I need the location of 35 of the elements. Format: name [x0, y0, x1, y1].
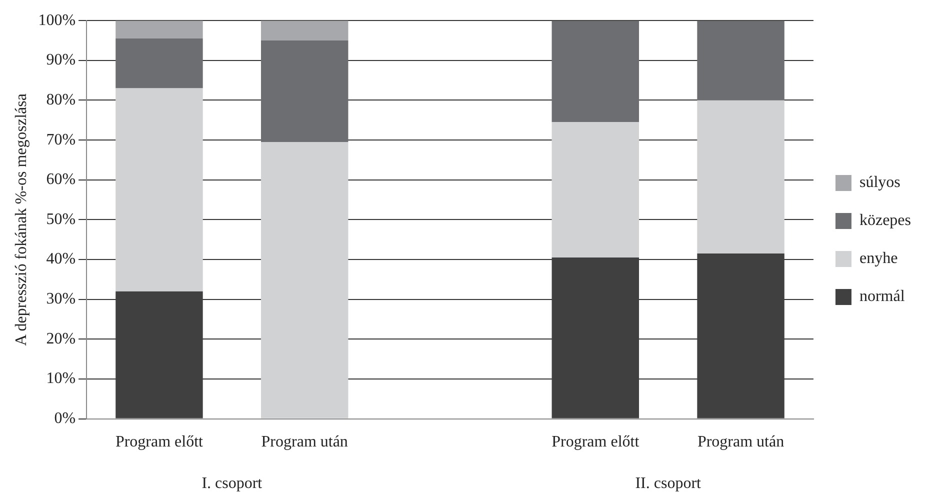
x-tick-label: Program előtt	[552, 434, 640, 451]
x-tick-label: Program előtt	[115, 434, 204, 451]
y-tick-label: 90%	[46, 52, 76, 69]
bar	[260, 142, 348, 418]
y-tick-label: 100%	[38, 12, 76, 29]
bar	[116, 20, 203, 39]
bar	[116, 38, 203, 88]
legend-label: normál	[859, 288, 906, 306]
text: I. csoport	[202, 475, 263, 492]
bar	[697, 100, 784, 254]
bar	[552, 20, 640, 122]
y-tick-label: 40%	[46, 250, 76, 268]
y-tick-label: 60%	[46, 171, 76, 188]
bar	[116, 291, 203, 418]
bar	[552, 258, 640, 418]
x-tick-label: Program után	[697, 434, 784, 451]
bar	[116, 88, 203, 292]
legend-label: közepes	[859, 212, 911, 230]
y-tick-label: 70%	[46, 131, 76, 148]
legend-label: súlyos	[859, 174, 900, 192]
legend-label: enyhe	[859, 250, 898, 268]
x-tick-label: Program után	[261, 434, 348, 451]
text: II. csoport	[635, 475, 702, 492]
y-tick-label: 10%	[46, 370, 76, 388]
y-axis-title: A depresszió fokának %-os megoszlása	[12, 94, 30, 346]
bar	[260, 20, 348, 41]
y-tick-label: 30%	[46, 290, 76, 308]
bar	[552, 122, 640, 258]
y-tick-label: 80%	[46, 91, 76, 108]
bar	[260, 40, 348, 142]
y-tick-label: 50%	[46, 210, 76, 228]
y-tick-label: 20%	[46, 330, 76, 348]
y-tick-label: 0%	[54, 410, 76, 428]
bar	[697, 20, 784, 100]
bar	[697, 254, 784, 418]
